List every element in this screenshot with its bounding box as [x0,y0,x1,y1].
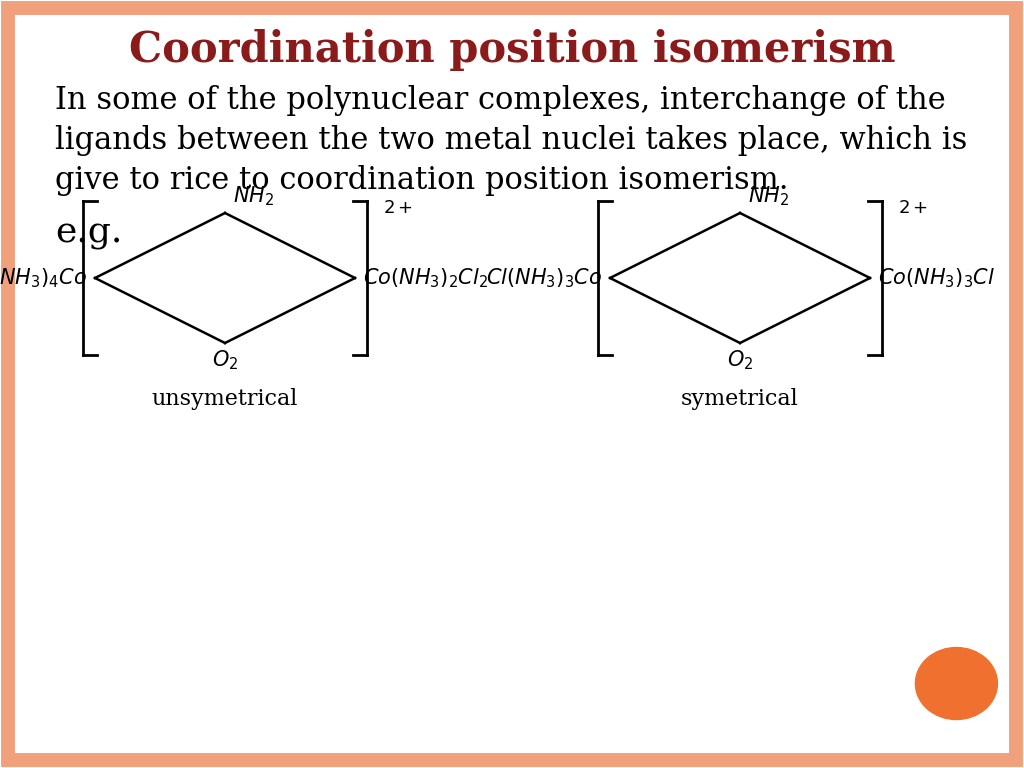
Ellipse shape [915,647,997,720]
Text: $(NH_3)_4Co$: $(NH_3)_4Co$ [0,266,87,290]
Text: $NH_2$: $NH_2$ [233,184,274,208]
Text: symetrical: symetrical [681,388,799,410]
FancyBboxPatch shape [8,8,1016,760]
Text: In some of the polynuclear complexes, interchange of the: In some of the polynuclear complexes, in… [55,84,946,115]
Text: $O_2$: $O_2$ [727,348,754,372]
Text: $2+$: $2+$ [898,199,928,217]
Text: $2+$: $2+$ [383,199,413,217]
Text: $Cl(NH_3)_3Co$: $Cl(NH_3)_3Co$ [485,266,602,290]
Text: $NH_2$: $NH_2$ [748,184,790,208]
Text: give to rice to coordination position isomerism.: give to rice to coordination position is… [55,164,788,196]
Text: unsymetrical: unsymetrical [152,388,298,410]
Text: Coordination position isomerism: Coordination position isomerism [129,29,895,71]
Text: ligands between the two metal nuclei takes place, which is: ligands between the two metal nuclei tak… [55,124,968,155]
Text: $Co(NH_3)_2Cl_2$: $Co(NH_3)_2Cl_2$ [362,266,488,290]
Text: $O_2$: $O_2$ [212,348,239,372]
Text: e.g.: e.g. [55,216,123,250]
Text: $Co(NH_3)_3Cl$: $Co(NH_3)_3Cl$ [878,266,995,290]
